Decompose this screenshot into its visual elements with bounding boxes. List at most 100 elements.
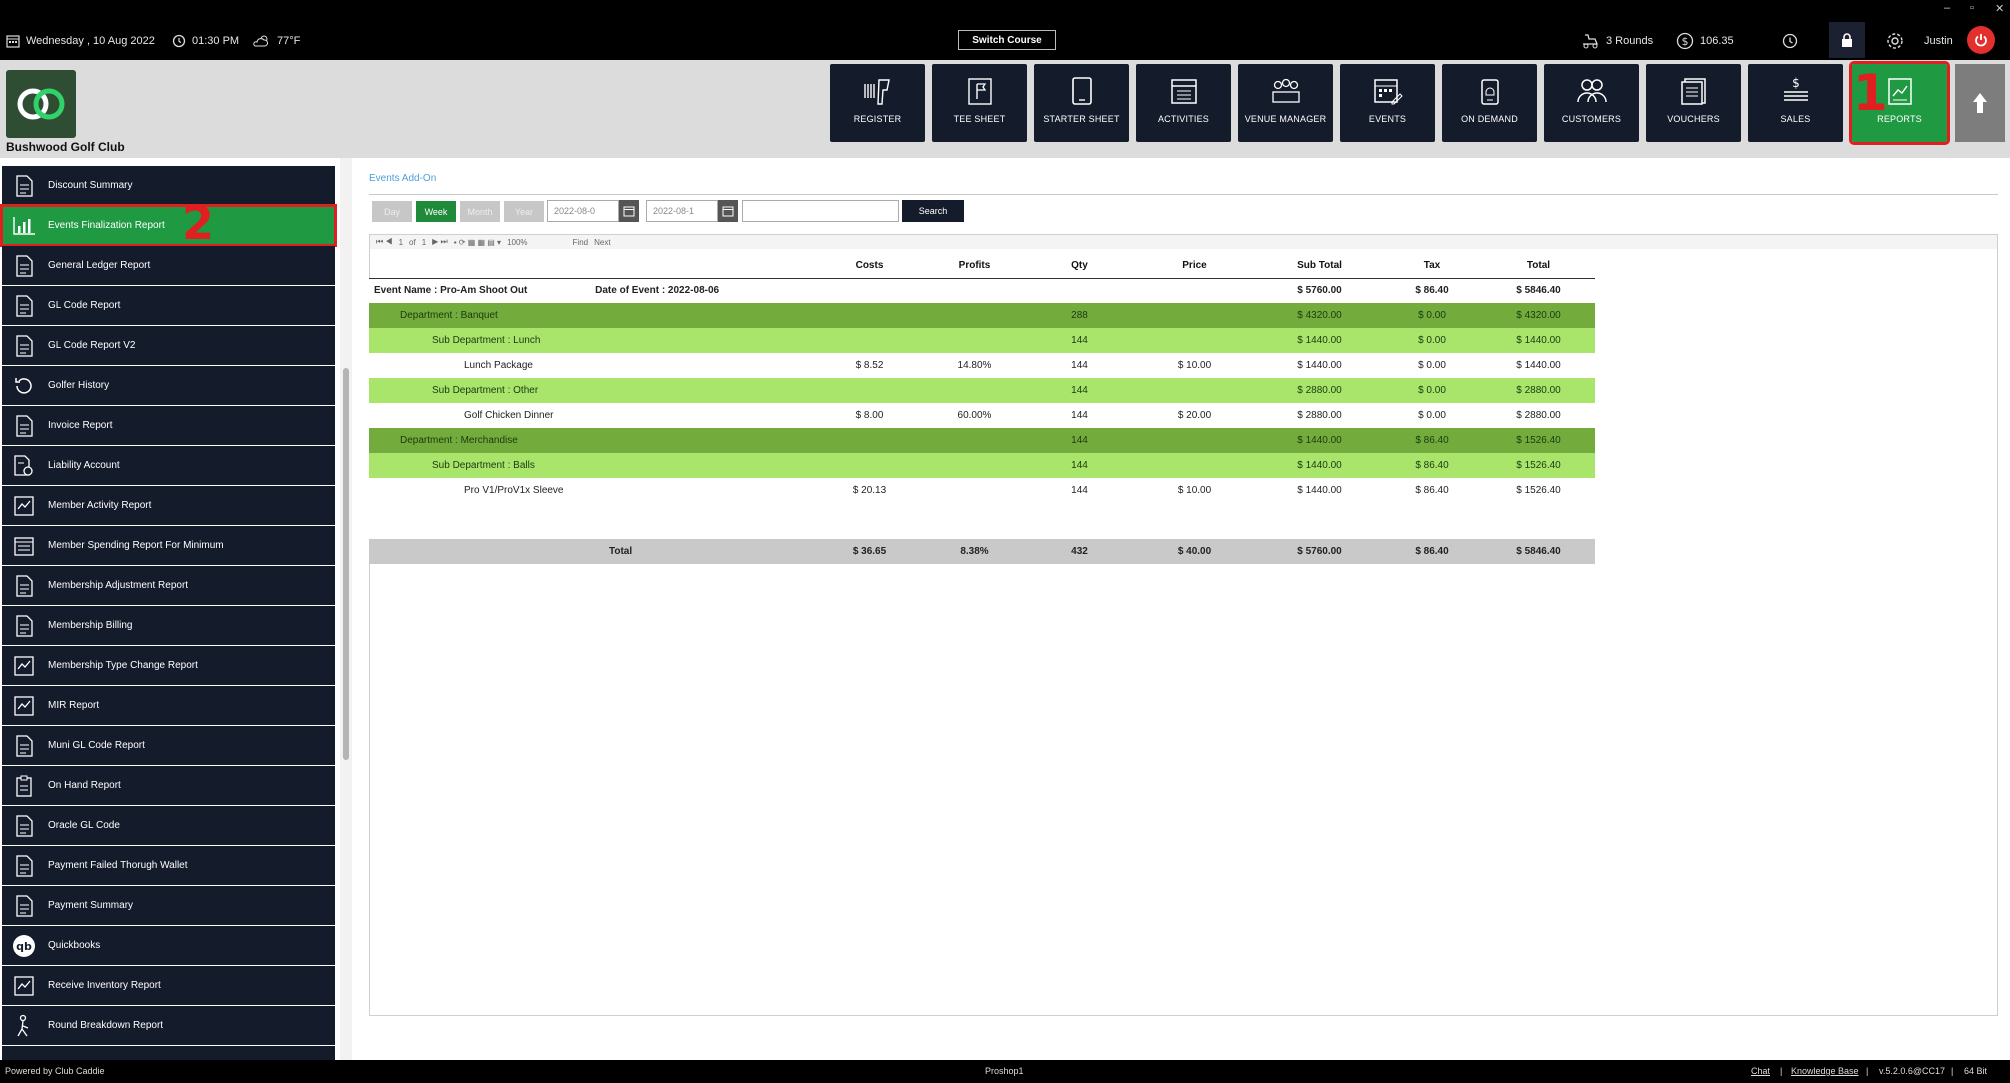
nav-customers[interactable]: CUSTOMERS [1544,64,1639,142]
sidebar-item-next[interactable] [2,1046,335,1060]
calendar-list-icon [1170,79,1197,104]
club-logo-icon [17,88,65,120]
bar-chart-icon [10,212,38,240]
col-total: Total [1482,254,1595,279]
sidebar-item-membership-adjustment-report[interactable]: Membership Adjustment Report [2,566,335,605]
sidebar-item-general-ledger-report[interactable]: General Ledger Report [2,246,335,285]
power-button[interactable] [1967,26,1995,54]
date-from-input[interactable]: 2022-08-0 [547,200,619,222]
sidebar-item-label: Payment Failed Thorugh Wallet [48,860,188,871]
sidebar-item-payment-failed-wallet[interactable]: Payment Failed Thorugh Wallet [2,846,335,885]
row-qty: 144 [1027,428,1132,453]
nav-reports[interactable]: REPORTS [1849,61,1950,145]
find-link[interactable]: Find [572,237,589,247]
spacer-row [369,503,1595,539]
sidebar-item-events-finalization-report[interactable]: Events Finalization Report [0,204,337,247]
row-price: $ 10.00 [1132,353,1257,378]
history-clock-button[interactable] [1782,30,1804,52]
sidebar-scrollbar-thumb[interactable] [343,368,349,760]
club-name: Bushwood Golf Club [6,140,125,154]
row-costs [817,428,922,453]
sidebar-item-round-breakdown-report[interactable]: Round Breakdown Report [2,1006,335,1045]
period-day-button[interactable]: Day [372,201,412,222]
sidebar-item-discount-summary[interactable]: Discount Summary [2,166,335,205]
nav-sales[interactable]: $ SALES [1748,64,1843,142]
row-subtotal: $ 1440.00 [1257,478,1382,503]
sidebar-item-membership-type-change-report[interactable]: Membership Type Change Report [2,646,335,685]
row-tax: $ 86.40 [1382,478,1482,503]
period-year-button[interactable]: Year [504,201,544,222]
nav-on-demand[interactable]: ON DEMAND [1442,64,1537,142]
row-price: $ 20.00 [1132,403,1257,428]
settings-button[interactable] [1885,30,1911,52]
weather-cloud-sun-icon [253,35,269,47]
sidebar-item-receive-inventory-report[interactable]: Receive Inventory Report [2,966,335,1005]
row-qty: 144 [1027,328,1132,353]
date-from-picker-button[interactable] [619,200,639,222]
sidebar-item-membership-billing[interactable]: Membership Billing [2,606,335,645]
sidebar-item-golfer-history[interactable]: Golfer History [2,366,335,405]
table-row: Sub Department : Other 144 $ 2880.00 $ 0… [369,378,1595,403]
sidebar-item-quickbooks[interactable]: qb Quickbooks [2,926,335,965]
nav-label: VENUE MANAGER [1244,114,1327,124]
sidebar-item-invoice-report[interactable]: Invoice Report [2,406,335,445]
row-tax: $ 0.00 [1382,303,1482,328]
close-button[interactable]: ✕ [1995,3,2005,15]
row-total: $ 4320.00 [1482,303,1595,328]
date-to-picker-button[interactable] [718,200,738,222]
col-name [369,254,817,279]
row-name: Lunch Package [369,353,817,378]
collapse-header-button[interactable] [1955,64,2005,142]
row-qty: 144 [1027,453,1132,478]
switch-course-button[interactable]: Switch Course [958,30,1056,50]
document-icon [10,892,38,920]
sidebar-item-payment-summary[interactable]: Payment Summary [2,886,335,925]
lock-button[interactable] [1829,22,1865,58]
title-divider [369,194,1998,195]
history-icon [10,372,38,400]
knowledge-base-link[interactable]: Knowledge Base [1791,1066,1859,1076]
table-row: Sub Department : Lunch 144 $ 1440.00 $ 0… [369,328,1595,353]
sidebar-item-member-activity-report[interactable]: Member Activity Report [2,486,335,525]
next-page-icon[interactable]: ▶ ⏭ [432,237,448,246]
nav-starter-sheet[interactable]: STARTER SHEET [1034,64,1129,142]
lock-icon [1842,33,1852,47]
period-week-button[interactable]: Week [416,201,456,222]
barcode-scanner-icon [863,79,890,105]
search-button[interactable]: Search [902,200,964,222]
sidebar-item-label: Member Spending Report For Minimum [48,540,224,551]
search-input[interactable] [742,200,899,222]
nav-venue-manager[interactable]: VENUE MANAGER [1238,64,1333,142]
user-name[interactable]: Justin [1924,35,1953,47]
minimize-button[interactable]: – [1944,2,1951,14]
row-name: Sub Department : Balls [369,453,817,478]
nav-events[interactable]: EVENTS [1340,64,1435,142]
export-tools-icon[interactable]: ▪ ⟳ ▦ ▦ ▤ ▾ [453,237,502,247]
period-month-button[interactable]: Month [460,201,500,222]
sidebar-item-oracle-gl-code[interactable]: Oracle GL Code [2,806,335,845]
sidebar-item-muni-gl-code-report[interactable]: Muni GL Code Report [2,726,335,765]
arrow-up-icon [1973,93,1987,113]
nav-vouchers[interactable]: VOUCHERS [1646,64,1741,142]
nav-register[interactable]: REGISTER [830,64,925,142]
next-link[interactable]: Next [594,237,611,247]
event-date: Date of Event : 2022-08-06 [595,285,720,297]
chat-link[interactable]: Chat [1751,1066,1771,1076]
calendar-icon [6,35,20,48]
sidebar-item-on-hand-report[interactable]: On Hand Report [2,766,335,805]
total-profits: 8.38% [922,539,1027,564]
nav-activities[interactable]: ACTIVITIES [1136,64,1231,142]
restore-button[interactable]: ▫ [1970,2,1974,14]
sidebar-item-mir-report[interactable]: MIR Report [2,686,335,725]
sidebar-item-gl-code-report-v2[interactable]: GL Code Report V2 [2,326,335,365]
page-number[interactable]: 1 [398,237,404,247]
zoom-select[interactable]: 100% [507,237,528,247]
sidebar-item-liability-account[interactable]: Liability Account [2,446,335,485]
nav-tee-sheet[interactable]: TEE SHEET [932,64,1027,142]
sidebar-item-member-spending-report[interactable]: Member Spending Report For Minimum [2,526,335,565]
rounds-text: 3 Rounds [1606,35,1654,47]
sidebar-item-gl-code-report[interactable]: GL Code Report [2,286,335,325]
first-page-icon[interactable]: ⏮ ◀ [376,237,393,246]
date-to-input[interactable]: 2022-08-1 [646,200,718,222]
activity-icon [10,972,38,1000]
